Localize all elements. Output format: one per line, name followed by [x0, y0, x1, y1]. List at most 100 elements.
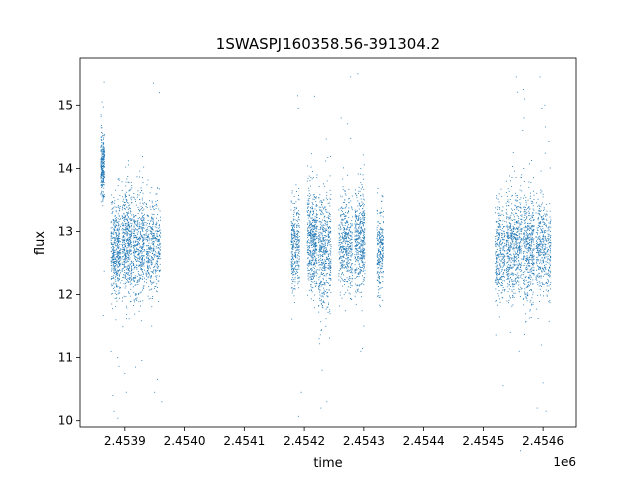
data-point — [357, 233, 359, 235]
data-point — [316, 221, 318, 223]
data-point — [124, 253, 126, 255]
data-point — [516, 207, 518, 209]
data-point — [351, 206, 353, 208]
data-point — [343, 280, 345, 282]
data-point — [381, 262, 383, 264]
data-point — [521, 190, 523, 192]
data-point — [519, 251, 521, 253]
data-point — [146, 231, 148, 233]
data-point — [291, 246, 293, 248]
data-point — [309, 211, 311, 213]
data-point — [324, 283, 326, 285]
data-point — [338, 251, 340, 253]
data-point — [111, 242, 113, 244]
data-point — [376, 209, 378, 211]
data-point — [298, 246, 300, 248]
data-point — [293, 228, 295, 230]
data-point — [142, 229, 144, 231]
data-point — [340, 215, 342, 216]
data-point — [514, 259, 516, 261]
data-point — [364, 219, 366, 221]
data-point — [156, 255, 158, 257]
data-point — [115, 210, 117, 212]
data-point — [504, 242, 506, 244]
data-point — [356, 276, 358, 278]
data-point — [323, 239, 325, 241]
data-point — [155, 255, 157, 257]
data-point — [142, 272, 144, 273]
data-point — [292, 229, 294, 231]
data-point — [111, 212, 113, 214]
data-point — [364, 241, 366, 243]
data-point — [348, 262, 350, 264]
data-point — [292, 255, 293, 257]
data-point — [327, 203, 329, 204]
data-point — [362, 207, 364, 209]
data-point — [379, 255, 381, 257]
data-point — [144, 249, 145, 251]
data-point — [157, 251, 159, 253]
data-point — [158, 253, 160, 255]
data-point — [124, 250, 125, 252]
data-point — [158, 275, 160, 277]
data-point — [103, 81, 105, 83]
data-point — [142, 227, 144, 229]
data-point — [356, 231, 358, 233]
data-point — [292, 271, 294, 273]
data-point — [498, 232, 500, 234]
data-point — [115, 297, 117, 299]
data-point — [148, 266, 150, 268]
data-point — [520, 248, 522, 250]
data-point — [307, 187, 309, 189]
data-point — [517, 216, 519, 218]
data-point — [319, 284, 321, 286]
data-point — [121, 268, 123, 270]
data-point — [312, 240, 314, 242]
data-point — [118, 209, 120, 211]
data-point — [377, 232, 379, 233]
data-point — [314, 258, 316, 260]
data-point — [293, 223, 295, 225]
data-point — [497, 244, 499, 246]
data-point — [382, 230, 383, 232]
data-point — [298, 225, 300, 227]
data-point — [508, 283, 510, 285]
data-point — [102, 205, 104, 207]
data-point — [311, 275, 313, 277]
data-point — [145, 224, 147, 226]
data-point — [147, 234, 149, 236]
data-point — [103, 184, 105, 186]
data-point — [308, 252, 309, 254]
data-point — [311, 244, 313, 246]
data-point — [124, 260, 126, 262]
data-point — [318, 256, 320, 258]
data-point — [121, 223, 123, 225]
data-point — [345, 232, 347, 234]
data-point — [115, 233, 117, 235]
data-point — [349, 293, 351, 295]
data-point — [327, 241, 329, 243]
data-point — [116, 221, 118, 223]
data-point — [508, 226, 510, 228]
data-point — [125, 391, 127, 393]
data-point — [149, 223, 150, 225]
data-point — [351, 255, 353, 257]
data-point — [506, 205, 507, 207]
data-point — [360, 250, 362, 252]
data-point — [141, 260, 143, 262]
data-point — [377, 243, 379, 245]
data-point — [316, 244, 318, 246]
data-point — [499, 253, 501, 255]
data-point — [113, 236, 115, 238]
data-point — [102, 182, 104, 184]
data-point — [126, 307, 128, 309]
data-point — [348, 232, 350, 233]
data-point — [344, 279, 346, 281]
data-point — [141, 253, 143, 255]
data-point — [297, 198, 299, 200]
data-point — [329, 263, 331, 265]
data-point — [503, 280, 505, 282]
data-point — [516, 263, 518, 265]
data-point — [315, 213, 317, 215]
data-point — [329, 198, 331, 200]
